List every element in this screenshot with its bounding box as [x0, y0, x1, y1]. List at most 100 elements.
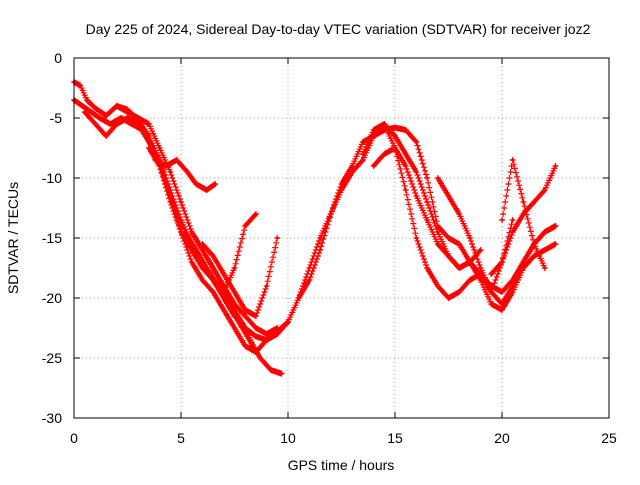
data-point	[93, 106, 97, 110]
data-point	[153, 158, 157, 162]
data-point	[136, 116, 140, 120]
data-point	[372, 128, 376, 132]
y-tick-label: -10	[42, 170, 62, 186]
data-point	[382, 152, 386, 156]
data-point	[543, 266, 547, 270]
data-point	[468, 236, 472, 240]
data-point	[286, 320, 290, 324]
data-point	[436, 284, 440, 288]
data-point	[457, 266, 461, 270]
data-point	[404, 128, 408, 132]
data-point	[554, 164, 557, 168]
data-point	[89, 110, 93, 114]
data-point	[164, 164, 168, 168]
data-point	[265, 284, 269, 288]
y-tick-label: -20	[42, 290, 62, 306]
data-point	[147, 122, 151, 126]
data-point	[222, 308, 226, 312]
data-point	[393, 134, 397, 138]
data-point	[318, 248, 322, 252]
data-point	[280, 372, 284, 376]
data-point	[436, 242, 440, 246]
data-point	[126, 110, 129, 114]
data-point	[190, 230, 194, 234]
data-point	[511, 218, 515, 222]
data-point	[254, 314, 258, 318]
data-point	[233, 290, 236, 294]
data-point	[200, 260, 204, 264]
x-tick-label: 5	[177, 430, 185, 446]
data-point	[108, 122, 112, 126]
data-point	[447, 254, 450, 258]
y-tick-label: -25	[42, 350, 62, 366]
data-point	[205, 188, 209, 192]
data-point	[243, 308, 247, 312]
data-points	[71, 79, 559, 377]
data-point	[275, 236, 279, 240]
data-point	[521, 200, 525, 204]
data-point	[254, 326, 258, 330]
data-point	[190, 260, 194, 264]
data-point	[275, 332, 279, 336]
data-point	[104, 134, 108, 138]
data-point	[254, 350, 258, 354]
data-point	[78, 84, 82, 88]
data-point	[307, 266, 311, 270]
data-point	[500, 290, 504, 294]
data-point	[414, 236, 418, 240]
data-point	[213, 182, 217, 186]
data-point	[361, 140, 365, 144]
data-point	[179, 230, 183, 234]
data-point	[500, 218, 504, 222]
data-point	[265, 338, 269, 342]
data-point	[175, 158, 179, 162]
data-point	[222, 272, 226, 276]
data-point	[543, 230, 547, 234]
data-point	[297, 296, 301, 300]
data-point	[479, 266, 483, 270]
data-point	[554, 242, 557, 246]
data-point	[361, 152, 365, 156]
data-point	[404, 188, 408, 192]
x-tick-label: 10	[280, 430, 296, 446]
data-point	[532, 200, 536, 204]
data-point	[382, 122, 386, 126]
data-point	[425, 200, 429, 204]
data-point	[233, 314, 236, 318]
series-track-8	[188, 211, 259, 295]
data-point	[543, 188, 547, 192]
data-point	[447, 236, 450, 240]
data-point	[479, 278, 483, 282]
data-point	[211, 278, 215, 282]
data-point	[404, 164, 408, 168]
y-tick-label: 0	[54, 50, 62, 66]
data-point	[468, 260, 472, 264]
data-point	[489, 272, 493, 276]
data-point	[489, 290, 493, 294]
data-point	[233, 266, 236, 270]
series-track-13	[488, 163, 559, 277]
data-point	[340, 188, 343, 192]
data-point	[190, 242, 194, 246]
data-point	[265, 332, 269, 336]
data-point	[179, 200, 183, 204]
series-track-14	[499, 157, 548, 271]
series-track-5	[145, 145, 291, 355]
data-point	[243, 314, 247, 318]
data-point	[521, 266, 525, 270]
data-point	[158, 146, 162, 150]
x-tick-label: 0	[70, 430, 78, 446]
data-point	[254, 212, 258, 216]
y-axis-label: SDTVAR / TECUs	[5, 182, 21, 294]
data-point	[425, 218, 429, 222]
data-point	[222, 296, 226, 300]
data-point	[81, 104, 85, 108]
data-point	[479, 248, 483, 252]
data-point	[211, 266, 215, 270]
data-point	[414, 140, 418, 144]
data-point	[200, 278, 204, 282]
data-point	[425, 176, 429, 180]
data-point	[168, 200, 172, 204]
x-tick-label: 20	[494, 430, 510, 446]
